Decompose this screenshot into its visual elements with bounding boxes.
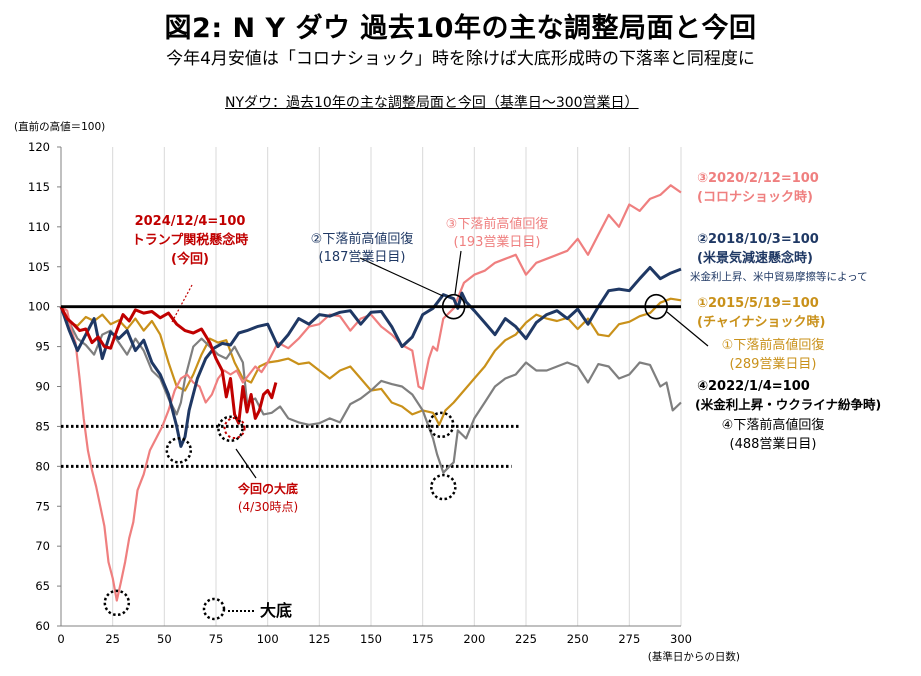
annotation-current-bottom: 今回の大底 (4/30時点)	[237, 481, 298, 514]
series-line	[59, 306, 278, 425]
x-axis-label: (基準日からの日数)	[648, 650, 740, 663]
page-subtitle: 今年4月安値は「コロナショック」時を除けば大底形成時の下落率と同程度に	[166, 49, 755, 69]
x-tick-label: 75	[209, 632, 224, 646]
annotation-current: 2024/12/4=100 トランプ関税懸念時 (今回)	[132, 214, 249, 267]
annotation-current-tag: (今回)	[171, 251, 209, 267]
annotation-recover-2018: ②下落前高値回復 (187営業日目)	[311, 231, 414, 265]
y-tick-label: 70	[35, 539, 50, 553]
y-tick-label: 95	[35, 340, 50, 354]
connector-2015	[666, 311, 709, 347]
series-line	[60, 306, 682, 474]
y-tick-label: 110	[28, 220, 50, 234]
y-tick-label: 60	[35, 619, 50, 633]
label-2018-name: (米景気減速懸念時)	[697, 250, 813, 266]
connector-2020	[454, 250, 462, 295]
annotation-recover-2022: ④下落前高値回復 (488営業日目)	[722, 417, 825, 452]
annotation-recover-2022-days: (488営業日目)	[730, 436, 817, 452]
annotation-recover-2015-title: ①下落前高値回復	[722, 337, 825, 353]
y-tick-label: 90	[35, 380, 50, 394]
y-tick-label: 85	[35, 419, 50, 433]
label-2022: ④2022/1/4=100 (米金利上昇・ウクライナ紛争時)	[695, 379, 881, 412]
series-line	[60, 184, 682, 602]
markers-group	[103, 293, 669, 617]
connector-2018	[359, 257, 444, 297]
legend-bottom: 大底	[202, 597, 292, 621]
x-tick-label: 150	[360, 632, 382, 646]
y-tick-label: 80	[35, 459, 50, 473]
y-tick-label: 105	[28, 260, 50, 274]
y-tick-label: 75	[35, 499, 50, 513]
axes: 0 25 50 75 100 125 150 175 200 225 250 275 300 60 65 70…	[28, 140, 692, 646]
page-title: 図2: N Y ダウ 過去10年の主な調整局面と今回	[164, 13, 757, 44]
label-2015: ①2015/5/19=100 (チャイナショック時)	[697, 296, 826, 330]
label-2018-note: 米金利上昇、米中貿易摩擦等によって	[690, 270, 868, 283]
reference-lines	[61, 424, 520, 468]
label-2018: ②2018/10/3=100 (米景気減速懸念時) 米金利上昇、米中貿易摩擦等に…	[690, 232, 868, 283]
annotation-recover-2022-title: ④下落前高値回復	[722, 417, 825, 433]
label-2018-date: ②2018/10/3=100	[697, 232, 819, 247]
annotation-connectors	[171, 250, 709, 479]
x-tick-label: 175	[412, 632, 434, 646]
label-2020: ③2020/2/12=100 (コロナショック時)	[697, 171, 819, 205]
annotation-recover-2018-title: ②下落前高値回復	[311, 231, 414, 247]
y-tick-label: 65	[35, 579, 50, 593]
current-bottom-marker	[223, 417, 246, 440]
annotation-recover-2020-title: ③下落前高値回復	[446, 216, 549, 232]
label-2015-name: (チャイナショック時)	[697, 314, 826, 330]
label-2022-date: ④2022/1/4=100	[697, 379, 810, 394]
annotation-current-name: トランプ関税懸念時	[132, 232, 249, 248]
x-tick-label: 275	[618, 632, 640, 646]
y-axis-label: (直前の高値＝100)	[14, 120, 105, 133]
x-tick-label: 125	[308, 632, 330, 646]
x-tick-label: 300	[670, 632, 692, 646]
y-tick-label: 100	[28, 300, 50, 314]
x-tick-label: 25	[105, 632, 120, 646]
label-2020-date: ③2020/2/12=100	[697, 171, 819, 186]
y-tick-label: 115	[28, 180, 50, 194]
series-line	[59, 266, 682, 448]
bottom-marker	[165, 437, 193, 464]
label-2020-name: (コロナショック時)	[697, 189, 813, 205]
bottom-marker	[217, 415, 244, 443]
x-tick-label: 100	[257, 632, 279, 646]
x-tick-label: 200	[463, 632, 485, 646]
y-tick-label: 120	[28, 140, 50, 154]
connector-current	[171, 284, 193, 323]
annotation-current-bottom-title: 今回の大底	[237, 481, 298, 496]
series-group	[59, 184, 682, 602]
annotation-recover-2020-days: (193営業日目)	[454, 234, 541, 250]
connector-current-bottom	[235, 448, 257, 479]
annotation-current-bottom-date: (4/30時点)	[238, 500, 298, 514]
chart-title: NYダウ：過去10年の主な調整局面と今回（基準日～300営業日）	[225, 95, 639, 111]
label-2022-name: (米金利上昇・ウクライナ紛争時)	[695, 397, 881, 412]
x-tick-label: 225	[515, 632, 537, 646]
annotation-recover-2015-days: (289営業日目)	[730, 356, 817, 372]
bottom-marker	[428, 411, 455, 439]
bottom-marker	[430, 473, 457, 501]
annotation-current-date: 2024/12/4=100	[135, 214, 246, 229]
x-tick-label: 50	[157, 632, 172, 646]
annotation-recover-2018-days: (187営業日目)	[319, 249, 406, 265]
legend-bottom-label: 大底	[260, 601, 292, 620]
x-tick-label: 250	[567, 632, 589, 646]
x-tick-label: 0	[57, 632, 64, 646]
bottom-marker	[103, 589, 131, 617]
legend-bottom-marker	[202, 597, 226, 621]
annotation-recover-2020: ③下落前高値回復 (193営業日目)	[446, 216, 549, 250]
label-2015-date: ①2015/5/19=100	[697, 296, 819, 311]
annotation-recover-2015: ①下落前高値回復 (289営業日目)	[722, 337, 825, 372]
